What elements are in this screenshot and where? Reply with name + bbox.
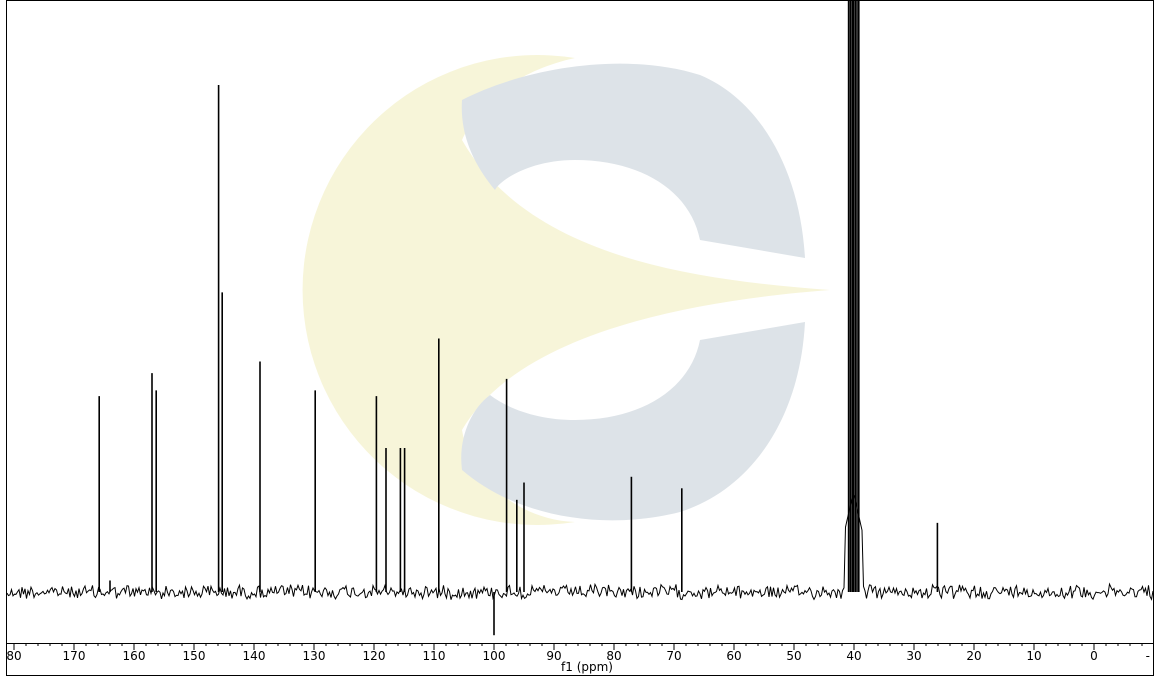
x-tick-label: -: [1146, 649, 1150, 663]
spectrum-peaks: [98, 0, 939, 636]
x-axis-label: f1 (ppm): [561, 660, 613, 674]
x-tick-label: 70: [666, 649, 681, 663]
x-tick-label: 40: [846, 649, 861, 663]
x-tick-label: 140: [243, 649, 266, 663]
x-tick-label: 150: [183, 649, 206, 663]
x-tick-label: 130: [303, 649, 326, 663]
watermark-blue-upper: [461, 63, 805, 258]
x-tick-label: 160: [123, 649, 146, 663]
x-tick-label: 90: [546, 649, 561, 663]
x-tick-label: 80: [6, 649, 21, 663]
x-tick-label: 100: [483, 649, 506, 663]
x-tick-label: 20: [966, 649, 981, 663]
x-tick-label: 50: [786, 649, 801, 663]
x-tick-label: 60: [726, 649, 741, 663]
x-tick-label: 30: [906, 649, 921, 663]
watermark-yellow-shape: [302, 54, 831, 525]
x-tick-label: 120: [363, 649, 386, 663]
x-tick-label: 10: [1026, 649, 1041, 663]
x-tick-label: 170: [63, 649, 86, 663]
spectrum-baseline-trace: [6, 492, 1154, 601]
x-tick-label: 110: [423, 649, 446, 663]
x-axis-tick-labels: 80 170 160 150 140 130 120 110 100 90 80 70 60 50 40 30…: [6, 649, 1150, 663]
x-axis-ticks: [13, 643, 1154, 650]
x-tick-label: 80: [606, 649, 621, 663]
watermark-blue-lower: [461, 322, 805, 521]
x-tick-label: 0: [1090, 649, 1098, 663]
watermark-logo: [302, 54, 831, 525]
